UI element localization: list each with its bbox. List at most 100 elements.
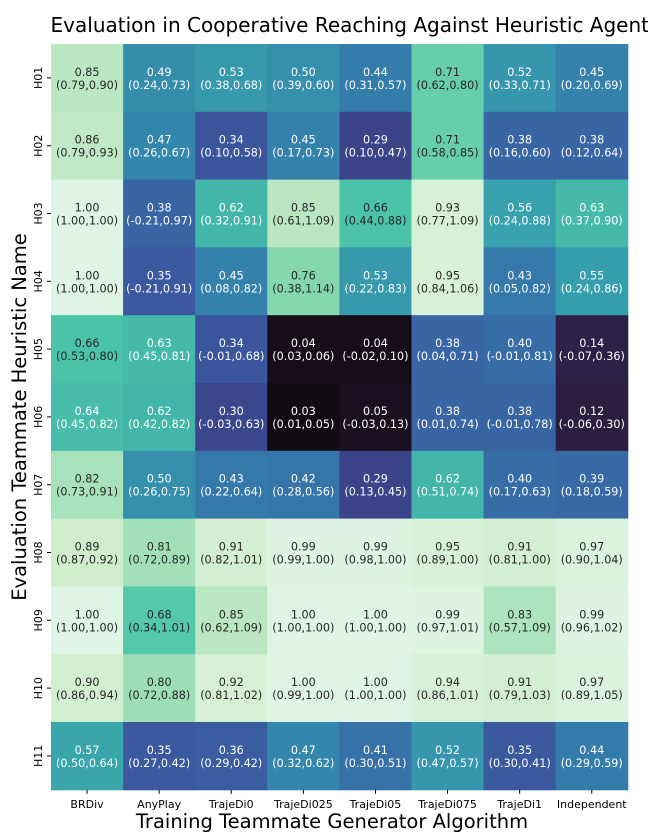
y-tick-label: H01 (32, 67, 45, 89)
heatmap-cell (483, 315, 557, 384)
cell-interval-label: (0.90,1.04) (561, 554, 623, 567)
cell-value-label: 1.00 (363, 608, 388, 621)
chart-title: Evaluation in Cooperative Reaching Again… (51, 13, 648, 37)
cell-interval-label: (0.26,0.75) (128, 486, 190, 499)
cell-value-label: 0.92 (219, 676, 244, 689)
x-axis-ticks: BRDiv AnyPlay TrajeDi0 TrajeDi025 TrajeDi05 T… (70, 789, 627, 811)
cell-interval-label: (0.58,0.85) (416, 147, 478, 160)
cell-interval-label: (0.96,1.02) (561, 621, 623, 634)
cell-value-label: 0.04 (291, 337, 316, 350)
cell-interval-label: (0.29,0.59) (561, 757, 623, 770)
cell-interval-label: (0.22,0.83) (344, 282, 406, 295)
cell-value-label: 0.62 (147, 405, 172, 418)
cell-interval-label: (0.72,0.89) (128, 554, 190, 567)
heatmap-cell (195, 44, 268, 113)
cell-value-label: 1.00 (291, 608, 316, 621)
heatmap-cell (411, 247, 485, 316)
cell-interval-label: (0.20,0.69) (561, 79, 623, 92)
heatmap-cell (339, 315, 412, 384)
cell-value-label: 0.43 (219, 473, 244, 486)
cell-interval-label: (0.45,0.82) (56, 418, 118, 431)
cell-value-label: 0.68 (147, 608, 172, 621)
heatmap-cell (411, 450, 485, 520)
cell-value-label: 0.40 (507, 337, 532, 350)
heatmap-cell (123, 450, 196, 520)
heatmap-cell (339, 179, 412, 248)
cell-value-label: 0.85 (75, 66, 100, 79)
heatmap-cells: 0.85(0.79,0.90)0.49(0.24,0.73)0.53(0.38,… (51, 44, 629, 791)
heatmap-cell (195, 383, 268, 452)
cell-interval-label: (0.89,1.05) (561, 689, 623, 702)
cell-interval-label: (0.72,0.88) (128, 689, 190, 702)
cell-value-label: 0.95 (435, 269, 460, 282)
cell-interval-label: (0.53,0.80) (56, 350, 118, 363)
cell-value-label: 0.03 (291, 405, 316, 418)
heatmap-cell (483, 654, 557, 723)
cell-value-label: 0.50 (147, 473, 172, 486)
cell-interval-label: (0.01,0.05) (272, 418, 334, 431)
cell-interval-label: (0.51,0.74) (416, 486, 478, 499)
cell-interval-label: (0.22,0.64) (200, 486, 262, 499)
cell-value-label: 0.38 (435, 405, 460, 418)
cell-value-label: 0.34 (219, 134, 244, 147)
cell-interval-label: (0.73,0.91) (56, 486, 118, 499)
cell-interval-label: (0.32,0.62) (272, 757, 334, 770)
heatmap-cell (195, 450, 268, 520)
heatmap-cell (411, 654, 485, 723)
cell-interval-label: (0.44,0.88) (344, 215, 406, 228)
cell-value-label: 1.00 (291, 676, 316, 689)
cell-interval-label: (0.50,0.64) (56, 757, 118, 770)
cell-value-label: 0.55 (579, 269, 604, 282)
cell-value-label: 0.95 (435, 541, 460, 554)
heatmap-cell (267, 315, 340, 384)
heatmap-cell (411, 315, 485, 384)
cell-value-label: 0.66 (75, 337, 100, 350)
cell-interval-label: (0.24,0.88) (489, 215, 551, 228)
heatmap-cell (411, 111, 485, 181)
cell-value-label: 0.45 (291, 134, 316, 147)
cell-interval-label: (1.00,1.00) (56, 282, 118, 295)
cell-value-label: 0.52 (507, 66, 532, 79)
cell-value-label: 0.05 (363, 405, 388, 418)
heatmap-cell (339, 247, 412, 316)
cell-value-label: 1.00 (75, 269, 100, 282)
y-tick-label: H11 (32, 745, 45, 767)
heatmap-cell (411, 722, 485, 791)
cell-interval-label: (0.86,0.94) (56, 689, 118, 702)
cell-interval-label: (0.17,0.63) (489, 486, 551, 499)
cell-value-label: 0.99 (291, 541, 316, 554)
heatmap-cell (555, 383, 629, 452)
cell-interval-label: (0.47,0.57) (416, 757, 478, 770)
cell-interval-label: (0.32,0.91) (200, 215, 262, 228)
cell-value-label: 0.97 (579, 541, 604, 554)
heatmap-cell (267, 450, 340, 520)
x-tick-label: BRDiv (70, 798, 104, 811)
heatmap-cell (483, 450, 557, 520)
cell-value-label: 0.76 (291, 269, 316, 282)
heatmap-cell (483, 383, 557, 452)
heatmap-cell (555, 450, 629, 520)
heatmap-cell (483, 247, 557, 316)
cell-value-label: 0.12 (579, 405, 604, 418)
cell-interval-label: (0.04,0.71) (416, 350, 478, 363)
heatmap-cell (195, 179, 268, 248)
cell-value-label: 0.35 (147, 744, 172, 757)
heatmap-cell (483, 179, 557, 248)
y-axis-ticks: H01 H02 H03 H04 H05 H06 H07 H08 H09 H10 H11 (32, 67, 51, 767)
heatmap-cell (411, 44, 485, 113)
heatmap-cell (483, 518, 557, 587)
cell-value-label: 0.34 (219, 337, 244, 350)
heatmap-cell (51, 450, 124, 520)
cell-value-label: 0.53 (363, 269, 388, 282)
heatmap-cell (339, 518, 412, 587)
cell-value-label: 0.93 (435, 202, 460, 215)
cell-value-label: 0.29 (363, 134, 388, 147)
cell-value-label: 0.71 (435, 66, 460, 79)
cell-value-label: 0.63 (147, 337, 172, 350)
cell-interval-label: (-0.03,0.13) (342, 418, 408, 431)
heatmap-cell (195, 111, 268, 181)
heatmap-cell (555, 722, 629, 791)
x-tick-label: Independent (557, 798, 627, 811)
cell-value-label: 0.86 (75, 134, 100, 147)
